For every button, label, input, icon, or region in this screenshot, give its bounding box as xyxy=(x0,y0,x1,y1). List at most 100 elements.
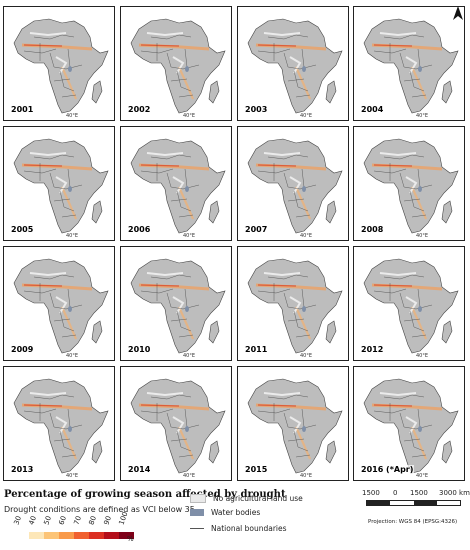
legend-item-water: Water bodies xyxy=(190,508,260,517)
scale-label-3: 3000 km xyxy=(439,489,470,497)
graticule-label: 40°E xyxy=(416,353,429,359)
africa-map xyxy=(247,138,343,234)
graticule-label: 40°E xyxy=(66,353,79,359)
map-panel: 2009 40°E xyxy=(3,246,115,361)
year-label: 2011 xyxy=(244,345,269,354)
graticule-label: 40°E xyxy=(183,353,196,359)
map-panel: 2002 40°E xyxy=(120,6,232,121)
ramp-swatch xyxy=(74,532,89,539)
africa-map xyxy=(247,18,343,114)
africa-map xyxy=(363,258,459,354)
map-panel: 2004 40°E xyxy=(353,6,465,121)
scale-label-2: 1500 xyxy=(410,489,428,497)
year-label: 2001 xyxy=(10,105,35,114)
water-swatch xyxy=(190,509,204,516)
legend: Percentage of growing season affected by… xyxy=(0,484,470,550)
ramp-tick-label: 70 xyxy=(72,514,84,526)
no-agri-swatch xyxy=(190,494,206,503)
ramp-tick-label: 60 xyxy=(57,514,69,526)
legend-title: Percentage of growing season affected by… xyxy=(4,489,286,500)
graticule-label: 40°E xyxy=(66,113,79,119)
year-label: 2015 xyxy=(244,465,269,474)
ramp-swatch xyxy=(59,532,74,539)
graticule-label: 40°E xyxy=(300,233,313,239)
ramp-swatch xyxy=(104,532,119,539)
africa-map xyxy=(130,258,226,354)
africa-map xyxy=(13,378,109,474)
map-panel: 2014 40°E xyxy=(120,366,232,481)
africa-map xyxy=(13,258,109,354)
map-panel: 2011 40°E xyxy=(237,246,349,361)
africa-map xyxy=(363,18,459,114)
africa-map xyxy=(247,378,343,474)
year-label: 2002 xyxy=(127,105,152,114)
ramp-tick-label: 50 xyxy=(42,514,54,526)
legend-item-no-agri: No agricultural land use xyxy=(190,494,303,503)
ramp-tick-label: 40 xyxy=(27,514,39,526)
graticule-label: 40°E xyxy=(300,353,313,359)
graticule-label: 40°E xyxy=(300,113,313,119)
graticule-label: 40°E xyxy=(416,473,429,479)
legend-subtitle: Drought conditions are defined as VCI be… xyxy=(4,505,198,514)
map-grid: 2001 40°E 2002 40°E 2003 40°E 2004 40°E 2005 40°E… xyxy=(3,6,465,481)
year-label: 2009 xyxy=(10,345,35,354)
year-label: 2016 (*Apr) xyxy=(360,465,415,474)
ramp-unit: % xyxy=(127,535,134,543)
africa-map xyxy=(130,18,226,114)
year-label: 2013 xyxy=(10,465,35,474)
legend-item-borders: National boundaries xyxy=(190,524,287,533)
year-label: 2007 xyxy=(244,225,269,234)
year-label: 2004 xyxy=(360,105,385,114)
projection-note: Projection: WGS 84 (EPSG:4326) xyxy=(368,519,458,525)
africa-map xyxy=(130,138,226,234)
graticule-label: 40°E xyxy=(183,473,196,479)
water-label: Water bodies xyxy=(211,508,261,517)
graticule-label: 40°E xyxy=(183,113,196,119)
map-panel: 2003 40°E xyxy=(237,6,349,121)
map-panel: 2007 40°E xyxy=(237,126,349,241)
map-panel: 2010 40°E xyxy=(120,246,232,361)
ramp-swatch xyxy=(14,532,29,539)
graticule-label: 40°E xyxy=(66,233,79,239)
map-panel: 2001 40°E xyxy=(3,6,115,121)
map-panel: 2005 40°E xyxy=(3,126,115,241)
africa-map xyxy=(247,258,343,354)
map-panel: 2016 (*Apr) 40°E xyxy=(353,366,465,481)
graticule-label: 40°E xyxy=(183,233,196,239)
year-label: 2003 xyxy=(244,105,269,114)
year-label: 2006 xyxy=(127,225,152,234)
scale-label-1: 0 xyxy=(393,489,398,497)
ramp-tick-label: 30 xyxy=(12,514,24,526)
graticule-label: 40°E xyxy=(66,473,79,479)
borders-label: National boundaries xyxy=(211,524,287,533)
africa-map xyxy=(13,18,109,114)
graticule-label: 40°E xyxy=(416,113,429,119)
no-agri-label: No agricultural land use xyxy=(213,494,303,503)
color-ramp xyxy=(14,532,134,539)
map-panel: 2013 40°E xyxy=(3,366,115,481)
africa-map xyxy=(363,138,459,234)
scale-bar xyxy=(366,500,461,506)
north-arrow-icon xyxy=(453,6,463,20)
ramp-tick-label: 80 xyxy=(87,514,99,526)
scale-label-0: 1500 xyxy=(362,489,380,497)
year-label: 2012 xyxy=(360,345,385,354)
year-label: 2010 xyxy=(127,345,152,354)
year-label: 2008 xyxy=(360,225,385,234)
ramp-swatch xyxy=(119,532,134,539)
graticule-label: 40°E xyxy=(416,233,429,239)
africa-map xyxy=(13,138,109,234)
year-label: 2005 xyxy=(10,225,35,234)
graticule-label: 40°E xyxy=(300,473,313,479)
africa-map xyxy=(363,378,459,474)
border-line-swatch xyxy=(190,528,204,529)
africa-map xyxy=(130,378,226,474)
ramp-tick-label: 90 xyxy=(102,514,114,526)
map-panel: 2006 40°E xyxy=(120,126,232,241)
ramp-swatch xyxy=(29,532,44,539)
map-panel: 2012 40°E xyxy=(353,246,465,361)
map-panel: 2008 40°E xyxy=(353,126,465,241)
map-panel: 2015 40°E xyxy=(237,366,349,481)
year-label: 2014 xyxy=(127,465,152,474)
ramp-swatch xyxy=(89,532,104,539)
